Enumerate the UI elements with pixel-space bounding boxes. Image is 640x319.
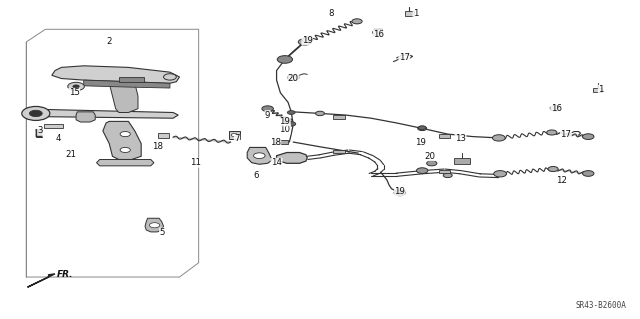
Circle shape [253,153,265,159]
Text: 13: 13 [455,134,466,143]
Circle shape [493,171,506,177]
Circle shape [396,189,404,193]
Circle shape [262,106,273,112]
Bar [275,140,288,144]
Circle shape [352,19,362,24]
Circle shape [22,107,50,121]
Polygon shape [550,106,560,111]
Circle shape [444,173,452,178]
Polygon shape [119,77,145,82]
Text: 14: 14 [271,158,282,167]
Polygon shape [84,80,170,88]
Circle shape [150,223,160,228]
Text: 15: 15 [68,88,79,97]
Circle shape [582,134,594,139]
Polygon shape [103,122,141,160]
Polygon shape [31,109,178,118]
Text: 19: 19 [302,36,313,45]
Polygon shape [276,152,307,163]
Polygon shape [76,112,95,122]
Polygon shape [372,29,383,36]
Text: 18: 18 [152,142,163,151]
Polygon shape [26,29,198,277]
Circle shape [287,75,299,80]
Text: 9: 9 [265,111,270,120]
Text: 7: 7 [234,134,240,143]
Circle shape [120,131,131,137]
Bar [405,11,414,16]
Bar [333,150,345,153]
Circle shape [231,133,237,137]
Circle shape [302,37,312,42]
Circle shape [287,111,295,115]
Bar [229,131,239,139]
Text: 10: 10 [280,125,291,134]
Polygon shape [52,66,179,83]
Text: 20: 20 [287,74,299,83]
Text: 3: 3 [38,126,43,135]
Circle shape [394,190,406,196]
Bar [159,133,169,138]
Polygon shape [97,160,154,166]
Circle shape [492,135,505,141]
Text: SR43-B2600A: SR43-B2600A [575,301,627,310]
Text: 17: 17 [399,53,410,62]
Circle shape [29,110,42,117]
Circle shape [298,39,311,45]
Circle shape [164,74,176,80]
Circle shape [582,171,594,176]
Text: 18: 18 [270,137,281,146]
Text: 2: 2 [106,38,112,47]
Text: 19: 19 [280,117,291,126]
Circle shape [287,122,296,126]
Text: 20: 20 [424,152,435,161]
Bar [593,88,602,93]
Text: 11: 11 [190,158,201,167]
Text: 17: 17 [561,130,572,138]
Circle shape [120,147,131,152]
Circle shape [68,82,84,91]
Bar [333,115,345,119]
Text: 1: 1 [413,9,419,18]
Circle shape [427,161,437,166]
Bar [439,170,451,174]
Text: 8: 8 [329,9,334,18]
Text: 4: 4 [56,134,61,143]
Circle shape [316,111,324,116]
Text: 1: 1 [598,85,604,94]
Text: 19: 19 [415,137,426,146]
Text: 16: 16 [551,104,562,113]
Text: 21: 21 [65,150,76,159]
Circle shape [548,167,558,172]
Bar [44,124,63,128]
Circle shape [73,85,79,88]
Text: 6: 6 [253,171,259,180]
Circle shape [419,126,426,130]
Circle shape [277,56,292,63]
Polygon shape [145,218,164,232]
Circle shape [417,168,428,174]
Circle shape [284,119,292,123]
Circle shape [547,130,557,135]
Polygon shape [247,147,272,164]
Text: 12: 12 [556,176,567,185]
Polygon shape [28,274,55,287]
Circle shape [418,126,427,130]
Text: 19: 19 [394,187,405,196]
Bar [439,134,451,137]
Bar [454,158,470,164]
Text: FR.: FR. [57,270,74,279]
Text: 16: 16 [373,30,384,39]
Text: 5: 5 [159,228,165,237]
Polygon shape [109,83,138,113]
